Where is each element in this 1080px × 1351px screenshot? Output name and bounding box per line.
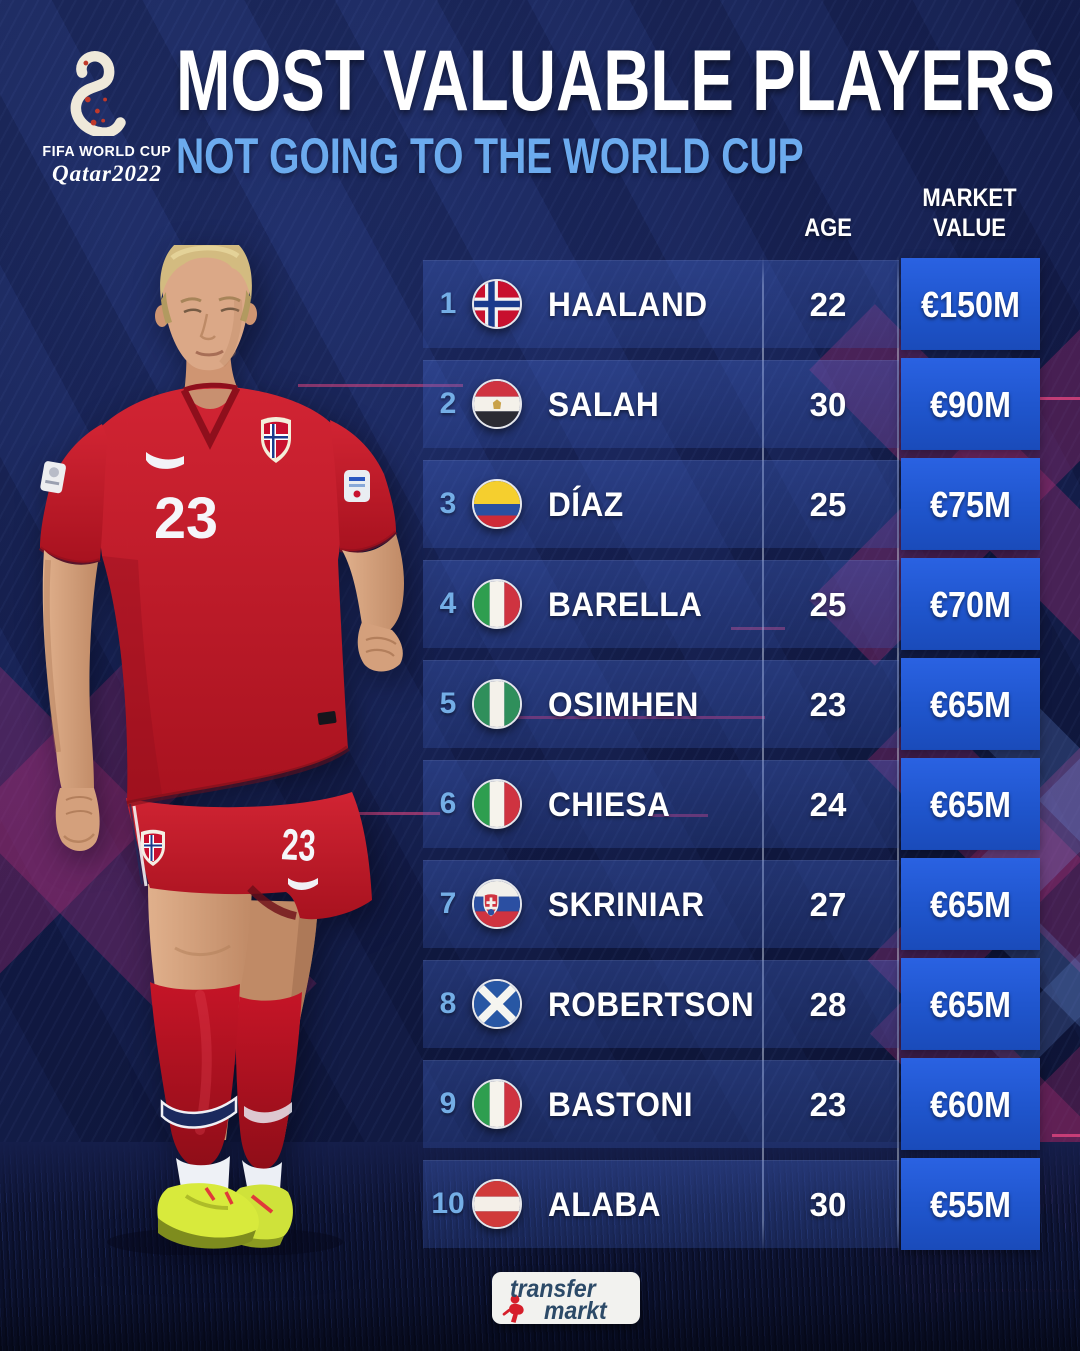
column-divider-line — [762, 256, 764, 1252]
italy-flag-icon — [472, 779, 522, 829]
table-row: 8 ROBERTSON 28 — [423, 960, 899, 1048]
market-value-text: €75M — [929, 484, 1012, 525]
fifa-logo-year: Qatar2022 — [52, 161, 162, 186]
market-value-box: €65M — [901, 958, 1040, 1050]
player-name: BASTONI — [548, 1086, 693, 1124]
player-illustration: 23 23 — [38, 245, 404, 1255]
player-name: OSIMHEN — [548, 686, 699, 724]
fifa-emblem-icon — [70, 51, 126, 138]
market-value-text: €60M — [929, 1084, 1012, 1125]
player-photo-haaland: 23 23 — [0, 245, 450, 1255]
nigeria-flag-icon — [472, 679, 522, 729]
table-row: 5 OSIMHEN 23 — [423, 660, 899, 748]
age-header-label: AGE — [804, 214, 852, 242]
age-value: 22 — [809, 286, 847, 323]
market-header-line1: MARKET — [922, 184, 1017, 212]
colombia-flag-icon — [472, 479, 522, 529]
svg-text:23: 23 — [280, 820, 317, 871]
italy-flag-icon — [472, 579, 522, 629]
fifa-logo-text: FIFA WORLD CUP — [42, 143, 172, 160]
age-value: 23 — [809, 1086, 847, 1123]
accent-line — [1052, 1134, 1080, 1137]
age-value: 28 — [809, 986, 847, 1023]
market-header-line2: VALUE — [933, 214, 1006, 242]
norway-flag-icon — [472, 279, 522, 329]
market-value-text: €65M — [929, 784, 1012, 825]
market-value-box: €65M — [901, 858, 1040, 950]
x-decoration — [809, 304, 1080, 666]
x-decoration — [987, 902, 1080, 1078]
age-value: 30 — [809, 386, 847, 423]
page-title: MOST VALUABLE PLAYERS — [176, 33, 1055, 129]
transfermarkt-player-icon — [502, 1294, 524, 1323]
table-row: 4 BARELLA 25 — [423, 560, 899, 648]
age-value: 25 — [809, 486, 847, 523]
market-value-text: €65M — [929, 984, 1012, 1025]
page-subtitle: NOT GOING TO THE WORLD CUP — [176, 128, 804, 184]
market-value-box: €70M — [901, 558, 1040, 650]
market-value-box: €150M — [901, 258, 1040, 350]
fifa-world-cup-logo: FIFA WORLD CUP Qatar2022 — [36, 40, 178, 187]
svg-text:23: 23 — [154, 486, 218, 551]
market-value-box: €65M — [901, 758, 1040, 850]
column-divider-line — [897, 256, 899, 1252]
market-value-box: €60M — [901, 1058, 1040, 1150]
player-name: BARELLA — [548, 586, 703, 624]
accent-line — [731, 627, 785, 630]
egypt-flag-icon — [472, 379, 522, 429]
accent-line — [650, 814, 708, 817]
brand-text-markt: markt — [544, 1297, 607, 1324]
italy-flag-icon — [472, 1079, 522, 1129]
table-row: 2 SALAH 30 — [423, 360, 899, 448]
table-row: 3 DÍAZ 25 — [423, 460, 899, 548]
market-value-text: €65M — [929, 884, 1012, 925]
age-value: 27 — [809, 886, 847, 923]
scotland-flag-icon — [472, 979, 522, 1029]
table-row: 7 SKRINIAR 27 — [423, 860, 899, 948]
transfermarkt-logo: transfer markt — [492, 1272, 640, 1324]
market-value-box: €75M — [901, 458, 1040, 550]
market-value-text: €70M — [929, 584, 1012, 625]
market-value-box: €65M — [901, 658, 1040, 750]
player-name: SKRINIAR — [548, 886, 705, 924]
age-column-header: AGE — [762, 213, 894, 243]
x-decoration — [867, 702, 1080, 1018]
market-value-text: €150M — [920, 284, 1021, 325]
player-name: HAALAND — [548, 286, 708, 324]
player-name: CHIESA — [548, 786, 671, 824]
slovakia-flag-icon — [472, 879, 522, 929]
age-value: 25 — [809, 586, 847, 623]
age-value: 24 — [809, 786, 847, 823]
age-value: 23 — [809, 686, 847, 723]
brand-text-transfer: transfer — [510, 1275, 596, 1303]
market-value-text: €90M — [929, 384, 1012, 425]
table-row: 1 HAALAND 22 — [423, 260, 899, 348]
table-row: 9 BASTONI 23 — [423, 1060, 899, 1148]
table-row: 6 CHIESA 24 — [423, 760, 899, 848]
x-decoration — [956, 671, 1080, 929]
player-name: ROBERTSON — [548, 986, 755, 1024]
market-value-text: €65M — [929, 684, 1012, 725]
market-value-box: €90M — [901, 358, 1040, 450]
player-name: SALAH — [548, 386, 660, 424]
accent-line — [497, 716, 765, 719]
market-value-column-header: MARKET VALUE — [899, 183, 1040, 243]
accent-line — [1038, 397, 1080, 400]
player-name: DÍAZ — [548, 486, 624, 524]
